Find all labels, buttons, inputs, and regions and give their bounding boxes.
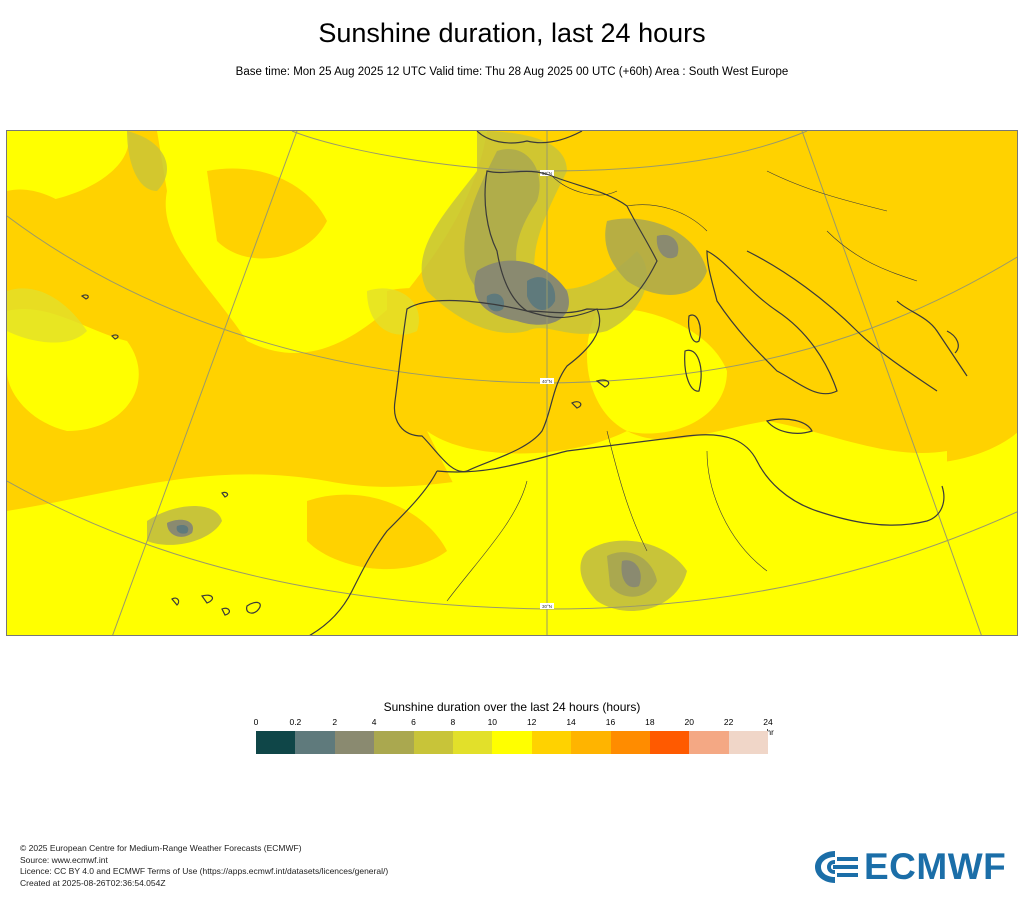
legend-swatch: [689, 731, 729, 754]
legend-swatch: [374, 731, 414, 754]
legend-swatch: [649, 731, 690, 754]
footer-line-created: Created at 2025-08-26T02:36:54.054Z: [20, 877, 166, 888]
legend-swatch: [728, 731, 769, 754]
legend-swatch: [334, 731, 375, 754]
legend-ticks: 0 0.2 2 4 6 8 10 12 14 16 18 20 22 24: [253, 717, 776, 731]
footer-credits: © 2025 European Centre for Medium-Range …: [20, 843, 388, 889]
legend-tick-label: 20: [684, 717, 694, 727]
coastlines: [80, 131, 968, 635]
footer-line-copyright: © 2025 European Centre for Medium-Range …: [20, 843, 302, 853]
legend-tick-label: 22: [723, 717, 734, 727]
legend-tick-label: 8: [450, 717, 456, 727]
legend-tick-label: 16: [605, 717, 616, 727]
ecmwf-logo-text: ECMWF: [864, 846, 1007, 887]
legend-unit: -hr: [764, 728, 774, 737]
legend-title: Sunshine duration over the last 24 hours…: [383, 700, 641, 714]
lat-labels: 50°N 40°N 30°N: [540, 170, 554, 609]
legend-swatch: [295, 731, 335, 754]
ecmwf-logo: ECMWF: [812, 846, 1006, 888]
legend-tick-label: 6: [411, 717, 416, 727]
lat-label-30: 30°N: [542, 604, 552, 609]
legend-swatch: [452, 731, 493, 754]
legend-tick-label: 12: [526, 717, 537, 727]
legend-swatch: [531, 731, 572, 754]
ecmwf-logo-icon: [815, 851, 858, 883]
legend-swatch: [492, 731, 532, 754]
legend-swatch: [413, 731, 453, 754]
legend-colorbar: [256, 731, 769, 754]
field-orange: [7, 168, 1017, 570]
legend-tick-label: 4: [371, 717, 377, 727]
legend-tick-label: 0: [253, 717, 259, 727]
legend-tick-label: 10: [487, 717, 498, 727]
legend-tick-label: 0.2: [289, 717, 302, 727]
map-subtitle: Base time: Mon 25 Aug 2025 12 UTC Valid …: [235, 66, 789, 78]
legend-tick-label: 14: [566, 717, 576, 727]
legend-swatch: [256, 731, 296, 754]
lat-label-50: 50°N: [542, 171, 552, 176]
map-canvas: 50°N 40°N 30°N: [7, 131, 1017, 635]
legend-tick-label: 18: [645, 717, 655, 727]
field-cloudy: [7, 131, 707, 611]
legend-swatch: [571, 731, 611, 754]
legend-swatch: [610, 731, 650, 754]
legend-tick-label: 24: [763, 717, 773, 727]
sunshine-map[interactable]: 50°N 40°N 30°N: [6, 130, 1018, 636]
lat-label-40: 40°N: [542, 379, 552, 384]
map-title: Sunshine duration, last 24 hours: [318, 18, 706, 48]
footer-line-licence: Licence: CC BY 4.0 and ECMWF Terms of Us…: [20, 866, 389, 876]
legend-tick-label: 2: [332, 717, 338, 727]
footer-line-source: Source: www.ecmwf.int: [20, 854, 108, 865]
